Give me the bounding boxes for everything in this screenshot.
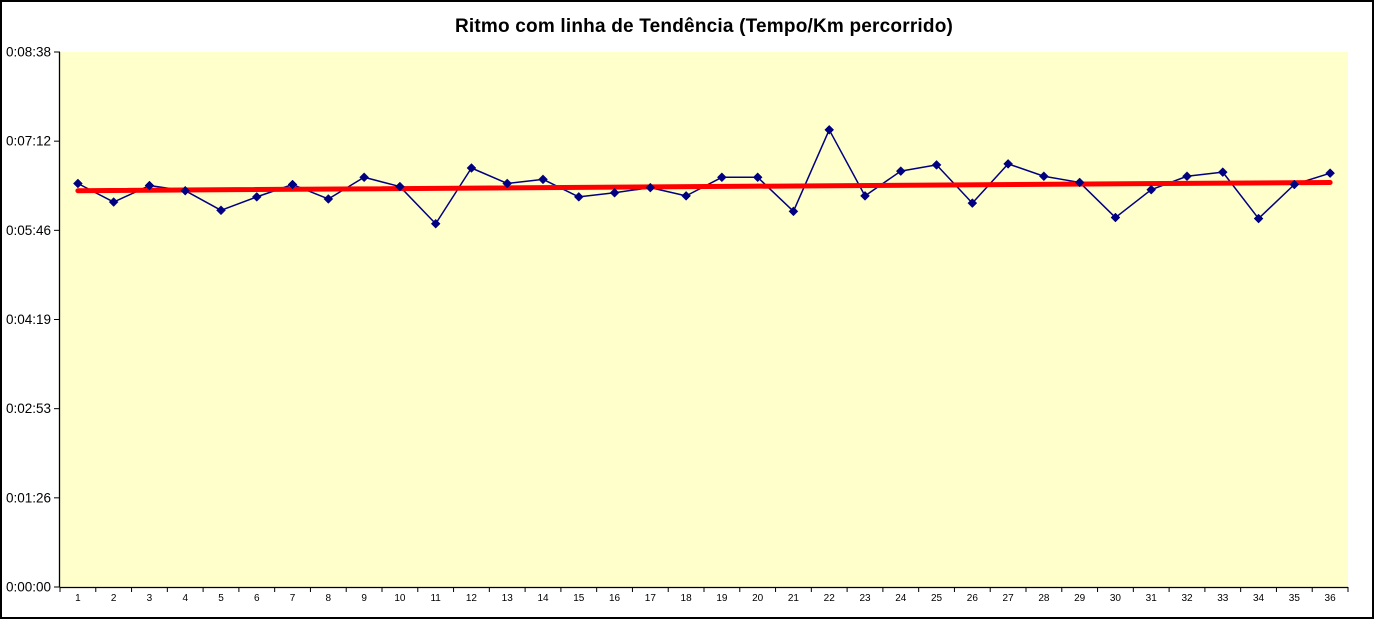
data-point-marker <box>717 172 727 183</box>
y-tick-label: 0:04:19 <box>6 312 51 327</box>
data-point-marker <box>251 192 262 202</box>
x-tick-label: 8 <box>326 593 332 604</box>
data-point-marker <box>788 206 799 217</box>
data-point-marker <box>1325 168 1335 179</box>
data-point-marker <box>466 163 477 173</box>
x-tick-label: 18 <box>681 593 693 604</box>
x-tick-label: 36 <box>1325 593 1337 604</box>
x-tick-label: 5 <box>218 593 224 604</box>
data-point-marker <box>1217 167 1228 177</box>
y-tick-label: 0:01:26 <box>6 490 51 505</box>
x-tick-label: 31 <box>1146 593 1158 604</box>
data-point-marker <box>1182 171 1192 182</box>
data-point-marker <box>1003 159 1013 169</box>
x-tick-label: 14 <box>537 593 549 604</box>
data-point-marker <box>967 198 978 208</box>
data-point-marker <box>824 124 835 135</box>
x-tick-label: 4 <box>182 593 188 604</box>
x-tick-label: 9 <box>361 593 367 604</box>
x-tick-label: 7 <box>290 593 296 604</box>
x-tick-label: 12 <box>466 593 478 604</box>
data-point-marker <box>895 166 906 176</box>
x-tick-label: 3 <box>147 593 153 604</box>
x-tick-label: 22 <box>824 593 836 604</box>
x-tick-label: 20 <box>752 593 764 604</box>
x-tick-label: 23 <box>859 593 871 604</box>
x-tick-label: 26 <box>967 593 979 604</box>
x-tick-label: 29 <box>1074 593 1086 604</box>
data-point-marker <box>645 182 656 193</box>
data-point-marker <box>1146 184 1157 195</box>
plot-area <box>60 52 1348 587</box>
data-point-marker <box>860 191 870 201</box>
y-tick-label: 0:07:12 <box>6 134 51 149</box>
data-point-marker <box>1253 213 1264 224</box>
data-point-marker <box>430 218 441 229</box>
x-tick-label: 25 <box>931 593 943 604</box>
data-point-marker <box>108 197 119 207</box>
data-point-marker <box>931 160 942 170</box>
x-tick-label: 17 <box>645 593 657 604</box>
x-tick-label: 6 <box>254 593 260 604</box>
data-point-marker <box>144 180 155 191</box>
x-tick-label: 27 <box>1003 593 1015 604</box>
x-tick-label: 10 <box>394 593 406 604</box>
y-tick-label: 0:00:00 <box>6 580 51 595</box>
data-point-marker <box>216 205 226 216</box>
x-tick-label: 30 <box>1110 593 1122 604</box>
data-point-marker <box>538 174 548 185</box>
x-tick-label: 21 <box>788 593 800 604</box>
data-point-marker <box>180 185 191 196</box>
data-point-marker <box>323 194 334 204</box>
data-point-marker <box>287 179 298 190</box>
data-point-marker <box>1074 177 1085 188</box>
data-point-marker <box>1110 212 1121 223</box>
data-point-marker <box>1039 171 1049 182</box>
x-tick-label: 34 <box>1253 593 1265 604</box>
x-tick-label: 11 <box>430 593 441 604</box>
y-tick-label: 0:08:38 <box>6 45 51 60</box>
x-tick-label: 33 <box>1217 593 1229 604</box>
x-tick-label: 15 <box>573 593 585 604</box>
data-point-marker <box>73 178 83 189</box>
x-tick-label: 13 <box>502 593 514 604</box>
chart-title: Ritmo com linha de Tendência (Tempo/Km p… <box>454 16 954 37</box>
x-tick-label: 16 <box>609 593 621 604</box>
data-point-marker <box>681 191 691 201</box>
data-point-marker <box>752 172 763 183</box>
data-point-marker <box>502 178 513 189</box>
x-tick-label: 32 <box>1181 593 1193 604</box>
data-point-marker <box>609 187 620 198</box>
trend-line <box>75 179 1333 194</box>
data-point-marker <box>359 172 369 183</box>
y-tick-label: 0:05:46 <box>6 223 51 238</box>
data-point-marker <box>1289 179 1300 190</box>
x-tick-label: 2 <box>111 593 117 604</box>
x-tick-label: 1 <box>75 593 81 604</box>
x-tick-label: 28 <box>1038 593 1050 604</box>
x-tick-label: 24 <box>895 593 907 604</box>
x-tick-label: 35 <box>1289 593 1301 604</box>
y-tick-label: 0:02:53 <box>6 401 51 416</box>
x-tick-label: 19 <box>716 593 728 604</box>
data-point-marker <box>395 181 405 192</box>
data-point-marker <box>573 192 584 202</box>
